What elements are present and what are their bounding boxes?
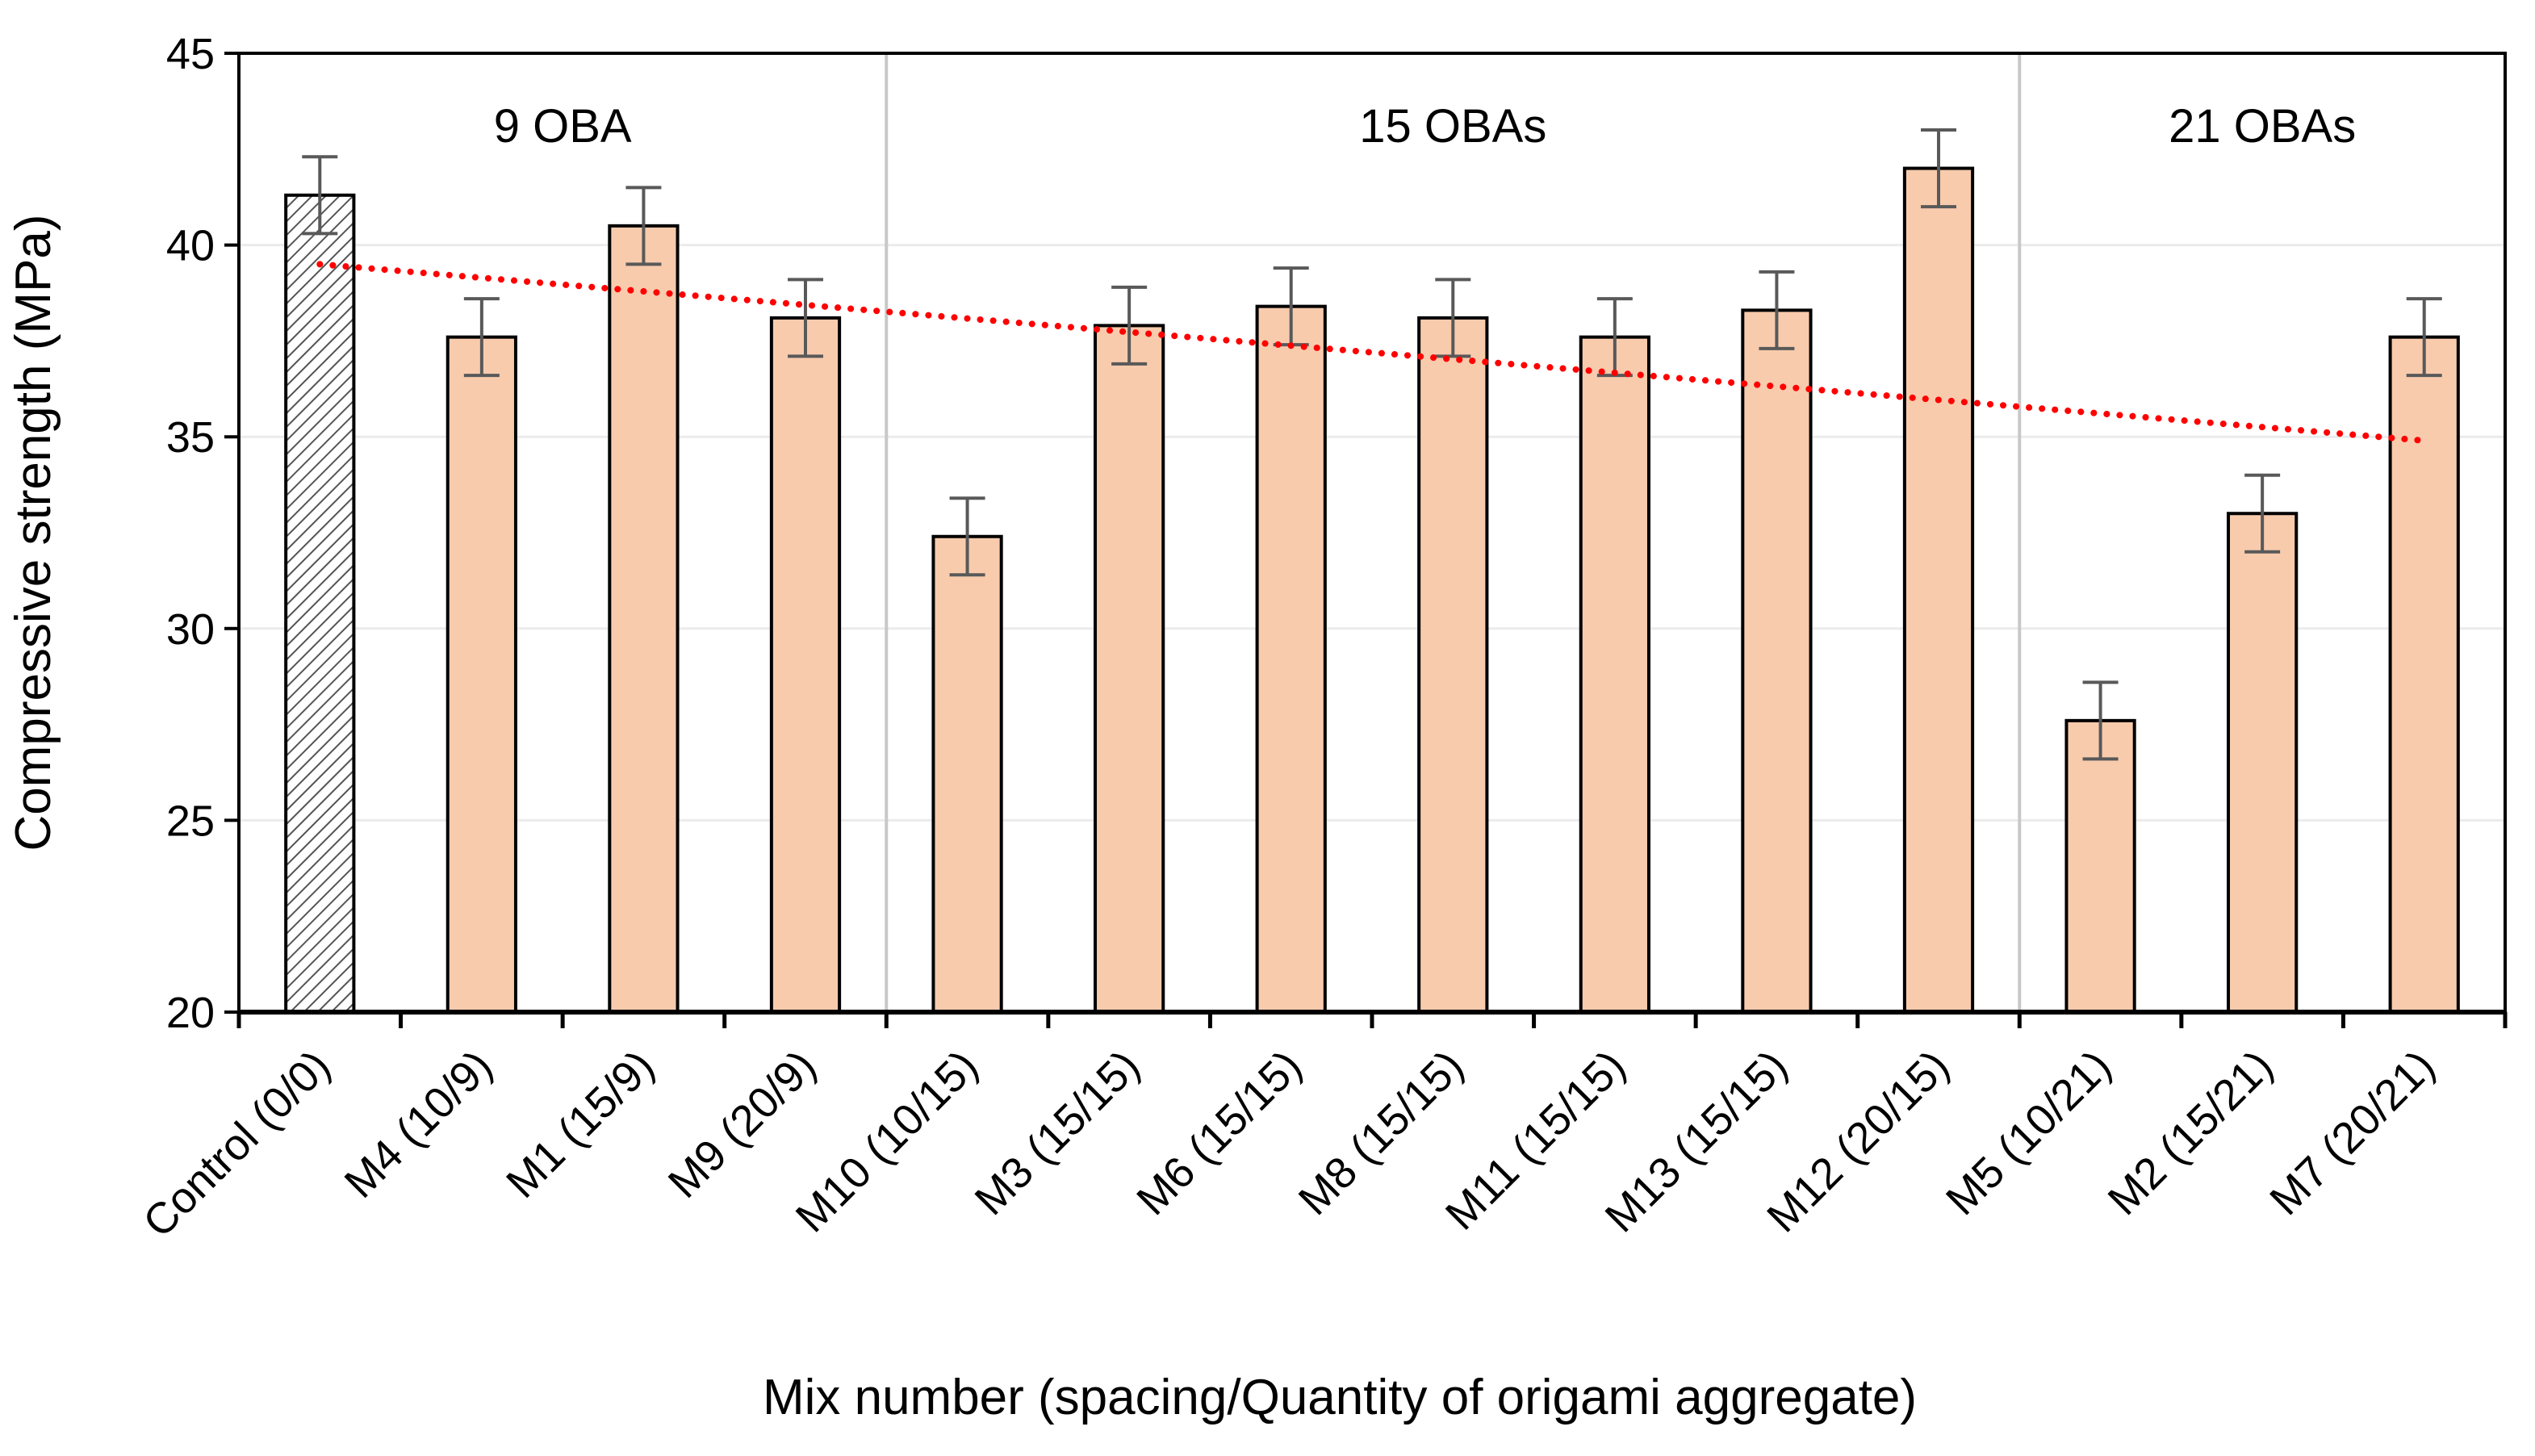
x-tick-label: M2 (15/21): [2099, 1041, 2282, 1224]
trendline-line: [316, 261, 2428, 444]
y-tick-label: 25: [166, 797, 215, 845]
grid-lines: [239, 244, 2505, 822]
bar: [446, 335, 517, 1014]
bar: [1902, 166, 1975, 1014]
y-tick-label: 40: [166, 222, 215, 270]
y-tick-label: 45: [166, 30, 215, 78]
bar: [284, 193, 356, 1015]
bar: [1255, 304, 1327, 1014]
bar: [2227, 512, 2299, 1014]
y-tick-label: 30: [166, 605, 215, 654]
bar: [931, 534, 1003, 1014]
x-tick-label: M1 (15/9): [497, 1041, 663, 1207]
bars: [284, 166, 2460, 1015]
x-axis-title: Mix number (spacing/Quantity of origami …: [763, 1370, 1917, 1425]
bar: [1417, 316, 1489, 1014]
plot-frame: [237, 52, 2507, 1014]
bar: [2388, 335, 2460, 1014]
x-tick-label: M4 (10/9): [336, 1041, 502, 1207]
bar: [1094, 324, 1165, 1014]
x-tick-label: M6 (15/15): [1127, 1041, 1311, 1224]
bar: [769, 316, 842, 1014]
y-tick-label: 35: [166, 413, 215, 462]
bar: [2064, 718, 2136, 1015]
bar: [608, 224, 680, 1014]
group-label: 15 OBAs: [1359, 100, 1546, 153]
y-axis-title: Compressive strength (MPa): [6, 214, 61, 851]
error-bars: [302, 128, 2442, 761]
bar: [1579, 335, 1650, 1014]
x-tick-label: M7 (20/21): [2261, 1041, 2444, 1224]
group-label: 9 OBA: [494, 100, 632, 153]
x-tick-label: M3 (15/15): [966, 1041, 1149, 1224]
x-tick-label: M5 (10/21): [1937, 1041, 2120, 1224]
x-tick-label: M9 (20/9): [659, 1041, 826, 1207]
group-label: 21 OBAs: [2169, 100, 2356, 153]
x-tick-label: Control (0/0): [134, 1041, 340, 1247]
group-separators: [885, 53, 2022, 1012]
trendline: [316, 261, 2428, 444]
bar: [1741, 308, 1813, 1015]
group-labels: 9 OBA 15 OBAs 21 OBAs: [494, 100, 2356, 153]
y-tick-label: 20: [166, 989, 215, 1037]
